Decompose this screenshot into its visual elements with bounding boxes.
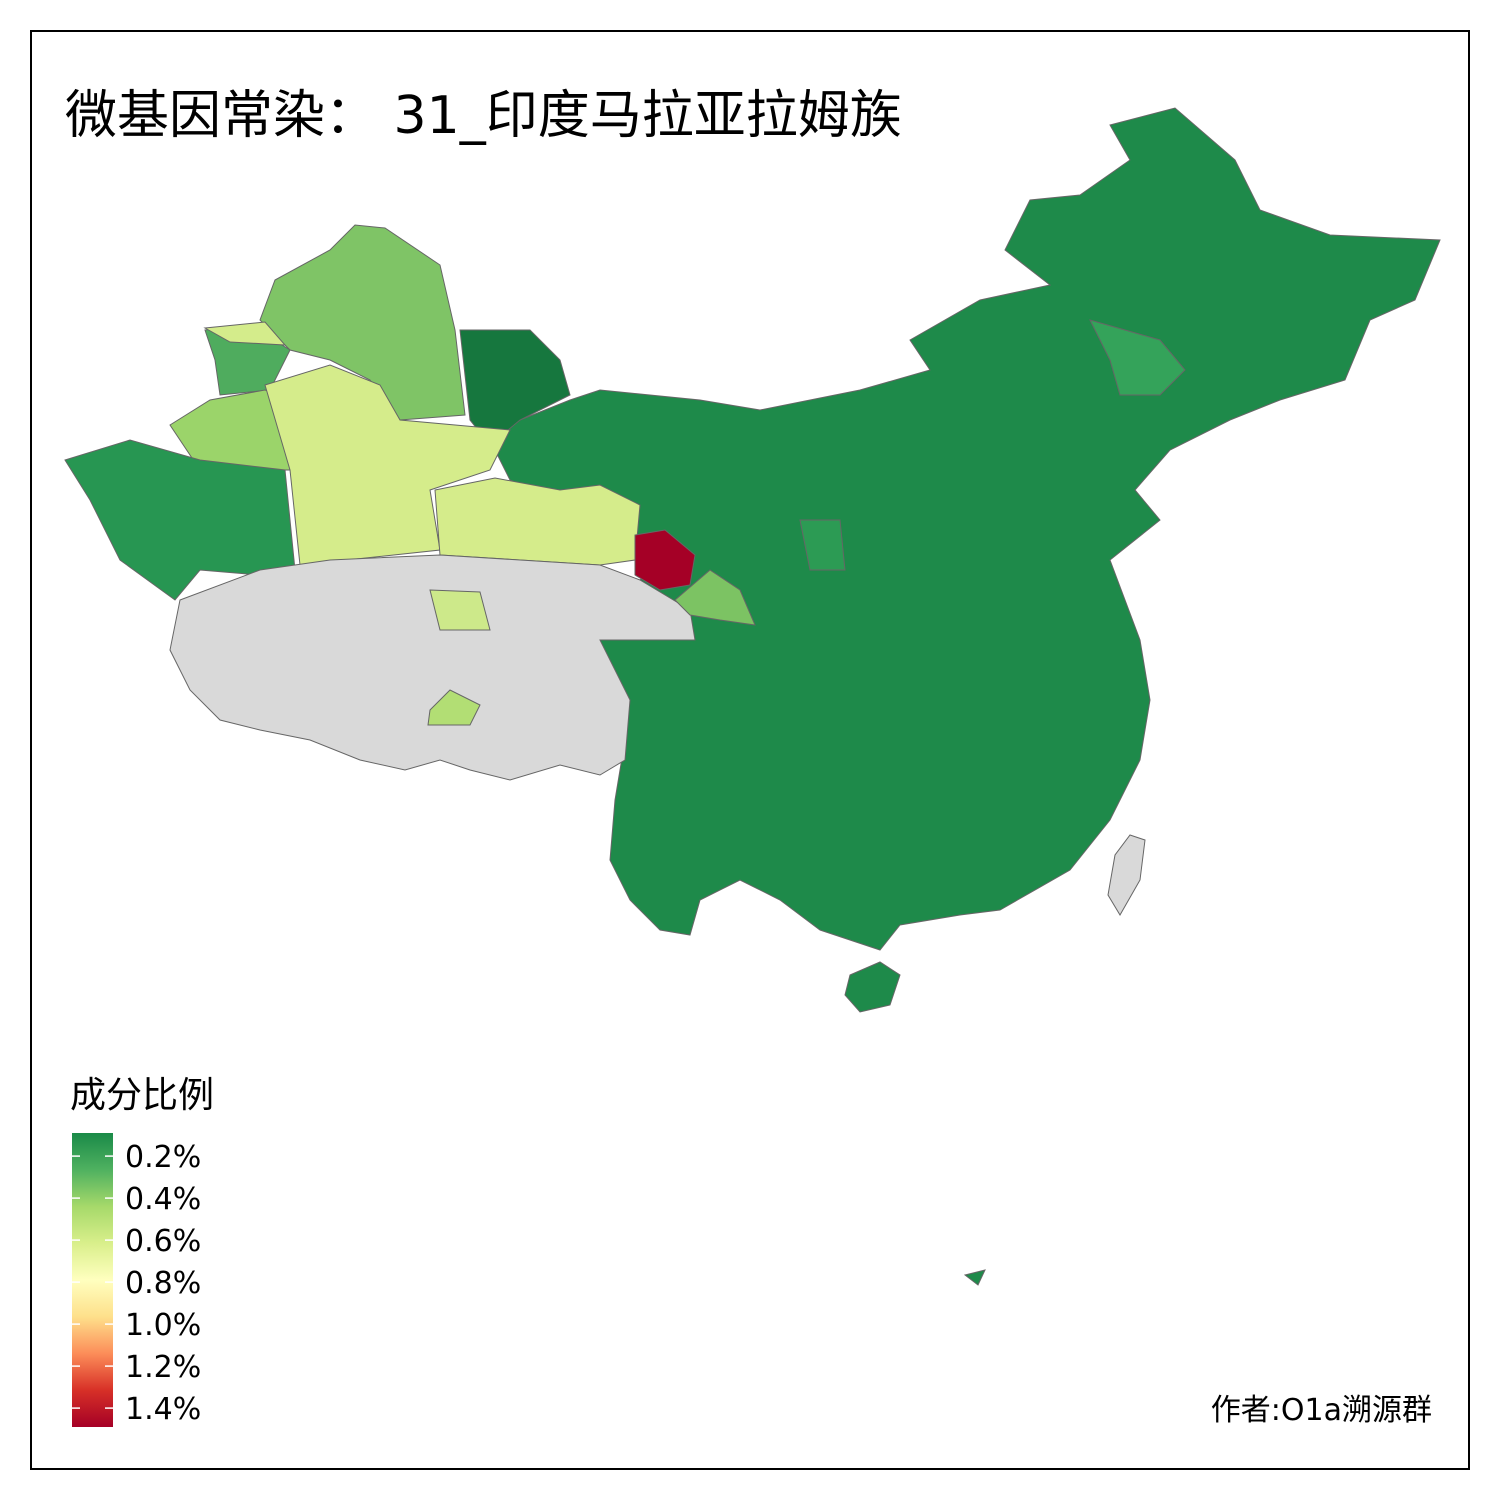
tick-label: 1.0% [125, 1308, 201, 1343]
region [459, 329, 571, 446]
region [489, 107, 1441, 951]
tick-label: 0.6% [125, 1224, 201, 1259]
map-title: 微基因常染： 31_印度马拉亚拉姆族 [65, 86, 902, 146]
tick-label: 1.2% [125, 1350, 201, 1385]
tick-label: 0.8% [125, 1266, 201, 1301]
region [1107, 834, 1146, 916]
legend-title: 成分比例 [70, 1075, 214, 1116]
region [169, 554, 696, 781]
region [1089, 319, 1186, 396]
region [429, 589, 491, 631]
legend-ticks: 0.2% 0.4% 0.6% 0.8% 1.0% 1.2% 1.4% [72, 1140, 201, 1427]
region [434, 477, 641, 566]
credit: 作者:O1a溯源群 [1211, 1393, 1432, 1428]
region [203, 321, 287, 346]
region [963, 1269, 986, 1286]
region [634, 529, 696, 591]
region [674, 569, 756, 626]
region [264, 364, 511, 566]
region [427, 689, 481, 726]
colorbar [72, 1133, 113, 1427]
tick-label: 0.2% [125, 1140, 201, 1175]
map [64, 107, 1441, 1286]
tick-label: 0.4% [125, 1182, 201, 1217]
region [799, 519, 846, 571]
region [844, 961, 901, 1013]
tick-label: 1.4% [125, 1392, 201, 1427]
